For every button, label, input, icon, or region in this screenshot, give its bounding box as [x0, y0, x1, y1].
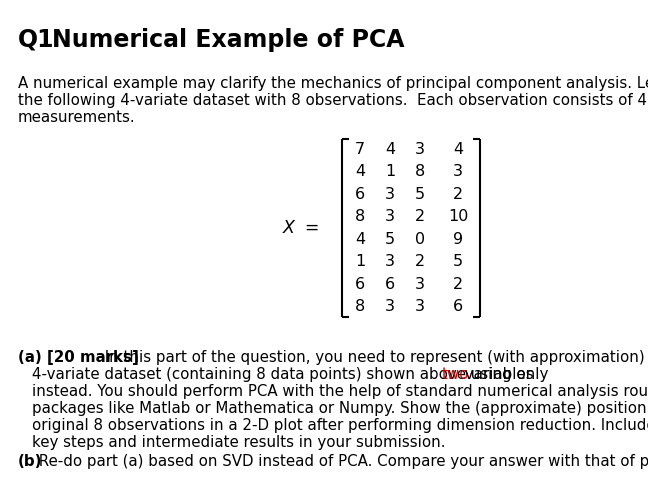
- Text: 4: 4: [355, 232, 365, 247]
- Text: 3: 3: [385, 209, 395, 224]
- Text: 4: 4: [453, 142, 463, 157]
- Text: Re-do part (a) based on SVD instead of PCA. Compare your answer with that of par: Re-do part (a) based on SVD instead of P…: [34, 454, 648, 469]
- Text: 3: 3: [385, 187, 395, 202]
- Text: 8: 8: [355, 209, 365, 224]
- Text: 2: 2: [415, 254, 425, 269]
- Text: 8: 8: [355, 299, 365, 314]
- Text: 2: 2: [453, 187, 463, 202]
- Text: 7: 7: [355, 142, 365, 157]
- Text: two: two: [442, 367, 469, 382]
- Text: 4-variate dataset (containing 8 data points) shown above using only: 4-variate dataset (containing 8 data poi…: [32, 367, 553, 382]
- Text: 3: 3: [415, 299, 425, 314]
- Text: A numerical example may clarify the mechanics of principal component analysis. L: A numerical example may clarify the mech…: [18, 76, 648, 91]
- Text: 8: 8: [415, 164, 425, 179]
- Text: 3: 3: [415, 277, 425, 292]
- Text: variables: variables: [460, 367, 534, 382]
- Text: Q1: Q1: [18, 28, 54, 52]
- Text: measurements.: measurements.: [18, 110, 135, 125]
- Text: 3: 3: [453, 164, 463, 179]
- Text: In this part of the question, you need to represent (with approximation) the: In this part of the question, you need t…: [100, 350, 648, 365]
- Text: 3: 3: [415, 142, 425, 157]
- Text: 3: 3: [385, 254, 395, 269]
- Text: 2: 2: [453, 277, 463, 292]
- Text: 6: 6: [453, 299, 463, 314]
- Text: 6: 6: [355, 277, 365, 292]
- Text: 6: 6: [355, 187, 365, 202]
- Text: original 8 observations in a 2-D plot after performing dimension reduction. Incl: original 8 observations in a 2-D plot af…: [32, 418, 648, 433]
- Text: 4: 4: [385, 142, 395, 157]
- Text: key steps and intermediate results in your submission.: key steps and intermediate results in yo…: [32, 435, 446, 450]
- Text: 2: 2: [415, 209, 425, 224]
- Text: packages like Matlab or Mathematica or Numpy. Show the (approximate) position of: packages like Matlab or Mathematica or N…: [32, 401, 648, 416]
- Text: (a) [20 marks]: (a) [20 marks]: [18, 350, 139, 365]
- Text: 1: 1: [355, 254, 365, 269]
- Text: X  =: X =: [283, 219, 320, 237]
- Text: 1: 1: [385, 164, 395, 179]
- Text: 9: 9: [453, 232, 463, 247]
- Text: 5: 5: [415, 187, 425, 202]
- Text: instead. You should perform PCA with the help of standard numerical analysis rou: instead. You should perform PCA with the…: [32, 384, 648, 399]
- Text: the following 4-variate dataset with 8 observations.  Each observation consists : the following 4-variate dataset with 8 o…: [18, 93, 647, 108]
- Text: 3: 3: [385, 299, 395, 314]
- Text: Numerical Example of PCA: Numerical Example of PCA: [52, 28, 404, 52]
- Text: 10: 10: [448, 209, 469, 224]
- Text: 6: 6: [385, 277, 395, 292]
- Text: (b): (b): [18, 454, 43, 469]
- Text: 5: 5: [385, 232, 395, 247]
- Text: 5: 5: [453, 254, 463, 269]
- Text: 4: 4: [355, 164, 365, 179]
- Text: 0: 0: [415, 232, 425, 247]
